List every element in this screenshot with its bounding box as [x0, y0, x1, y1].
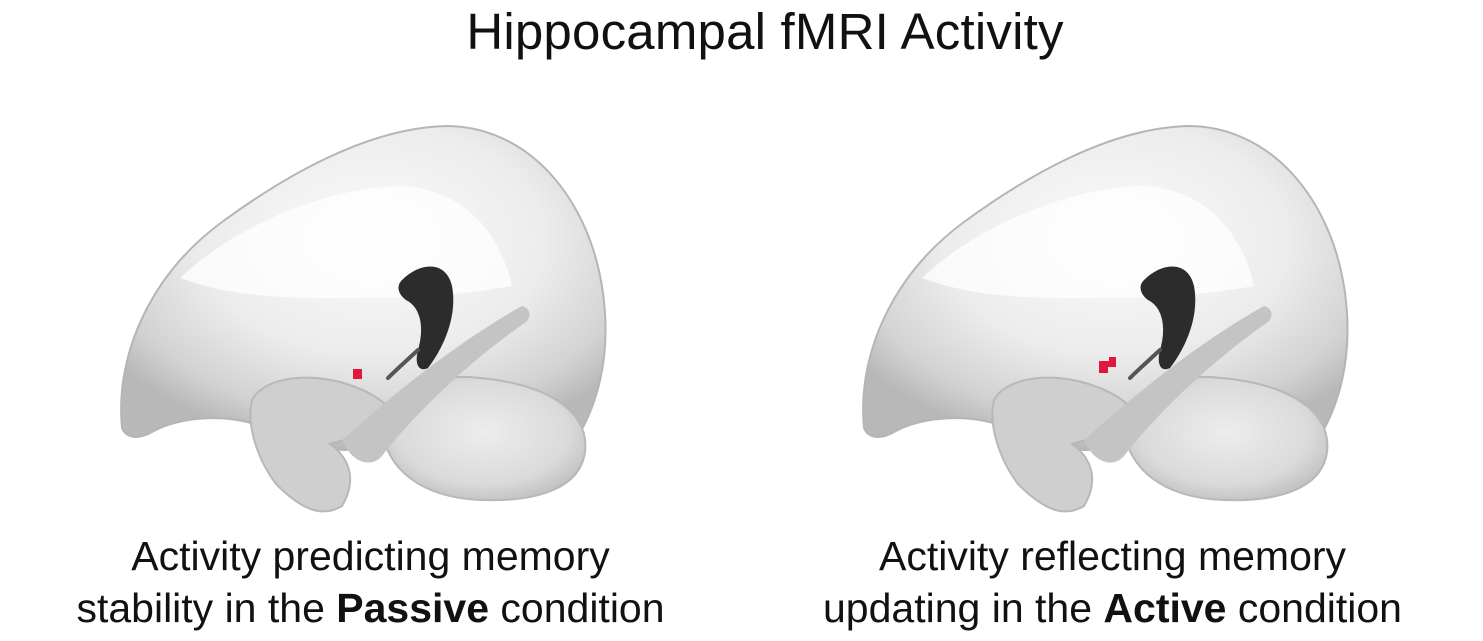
condition-label-active: Active — [1103, 585, 1227, 631]
ventricle-shape — [1128, 266, 1196, 380]
temporal-lobe-shape — [991, 376, 1144, 513]
caption-line-2-post: condition — [489, 585, 665, 631]
caption-line-2-post: condition — [1226, 585, 1402, 631]
condition-label-passive: Passive — [336, 585, 490, 631]
caption-line-2: stability in the Passive condition — [0, 582, 741, 634]
caption-line-2-pre: updating in the — [823, 585, 1104, 631]
ventricle-shape — [386, 266, 454, 380]
caption-passive: Activity predicting memory stability in … — [0, 530, 741, 634]
brainstem-shape — [1084, 306, 1272, 463]
activation-marker — [353, 369, 362, 379]
figure-title: Hippocampal fMRI Activity — [466, 3, 1064, 60]
caption-active: Activity reflecting memory updating in t… — [742, 530, 1483, 634]
brain-slice-passive — [120, 124, 607, 513]
panel-active: Activity reflecting memory updating in t… — [742, 110, 1483, 641]
brainstem-shape — [342, 306, 530, 463]
panel-passive: Activity predicting memory stability in … — [0, 110, 741, 641]
caption-line-2: updating in the Active condition — [742, 582, 1483, 634]
caption-line-1: Activity reflecting memory — [878, 533, 1347, 579]
temporal-lobe-shape — [249, 376, 402, 513]
caption-line-1: Activity predicting memory — [131, 533, 610, 579]
brain-slice-active — [862, 124, 1349, 513]
activation-marker — [1099, 357, 1116, 373]
caption-line-2-pre: stability in the — [76, 585, 337, 631]
